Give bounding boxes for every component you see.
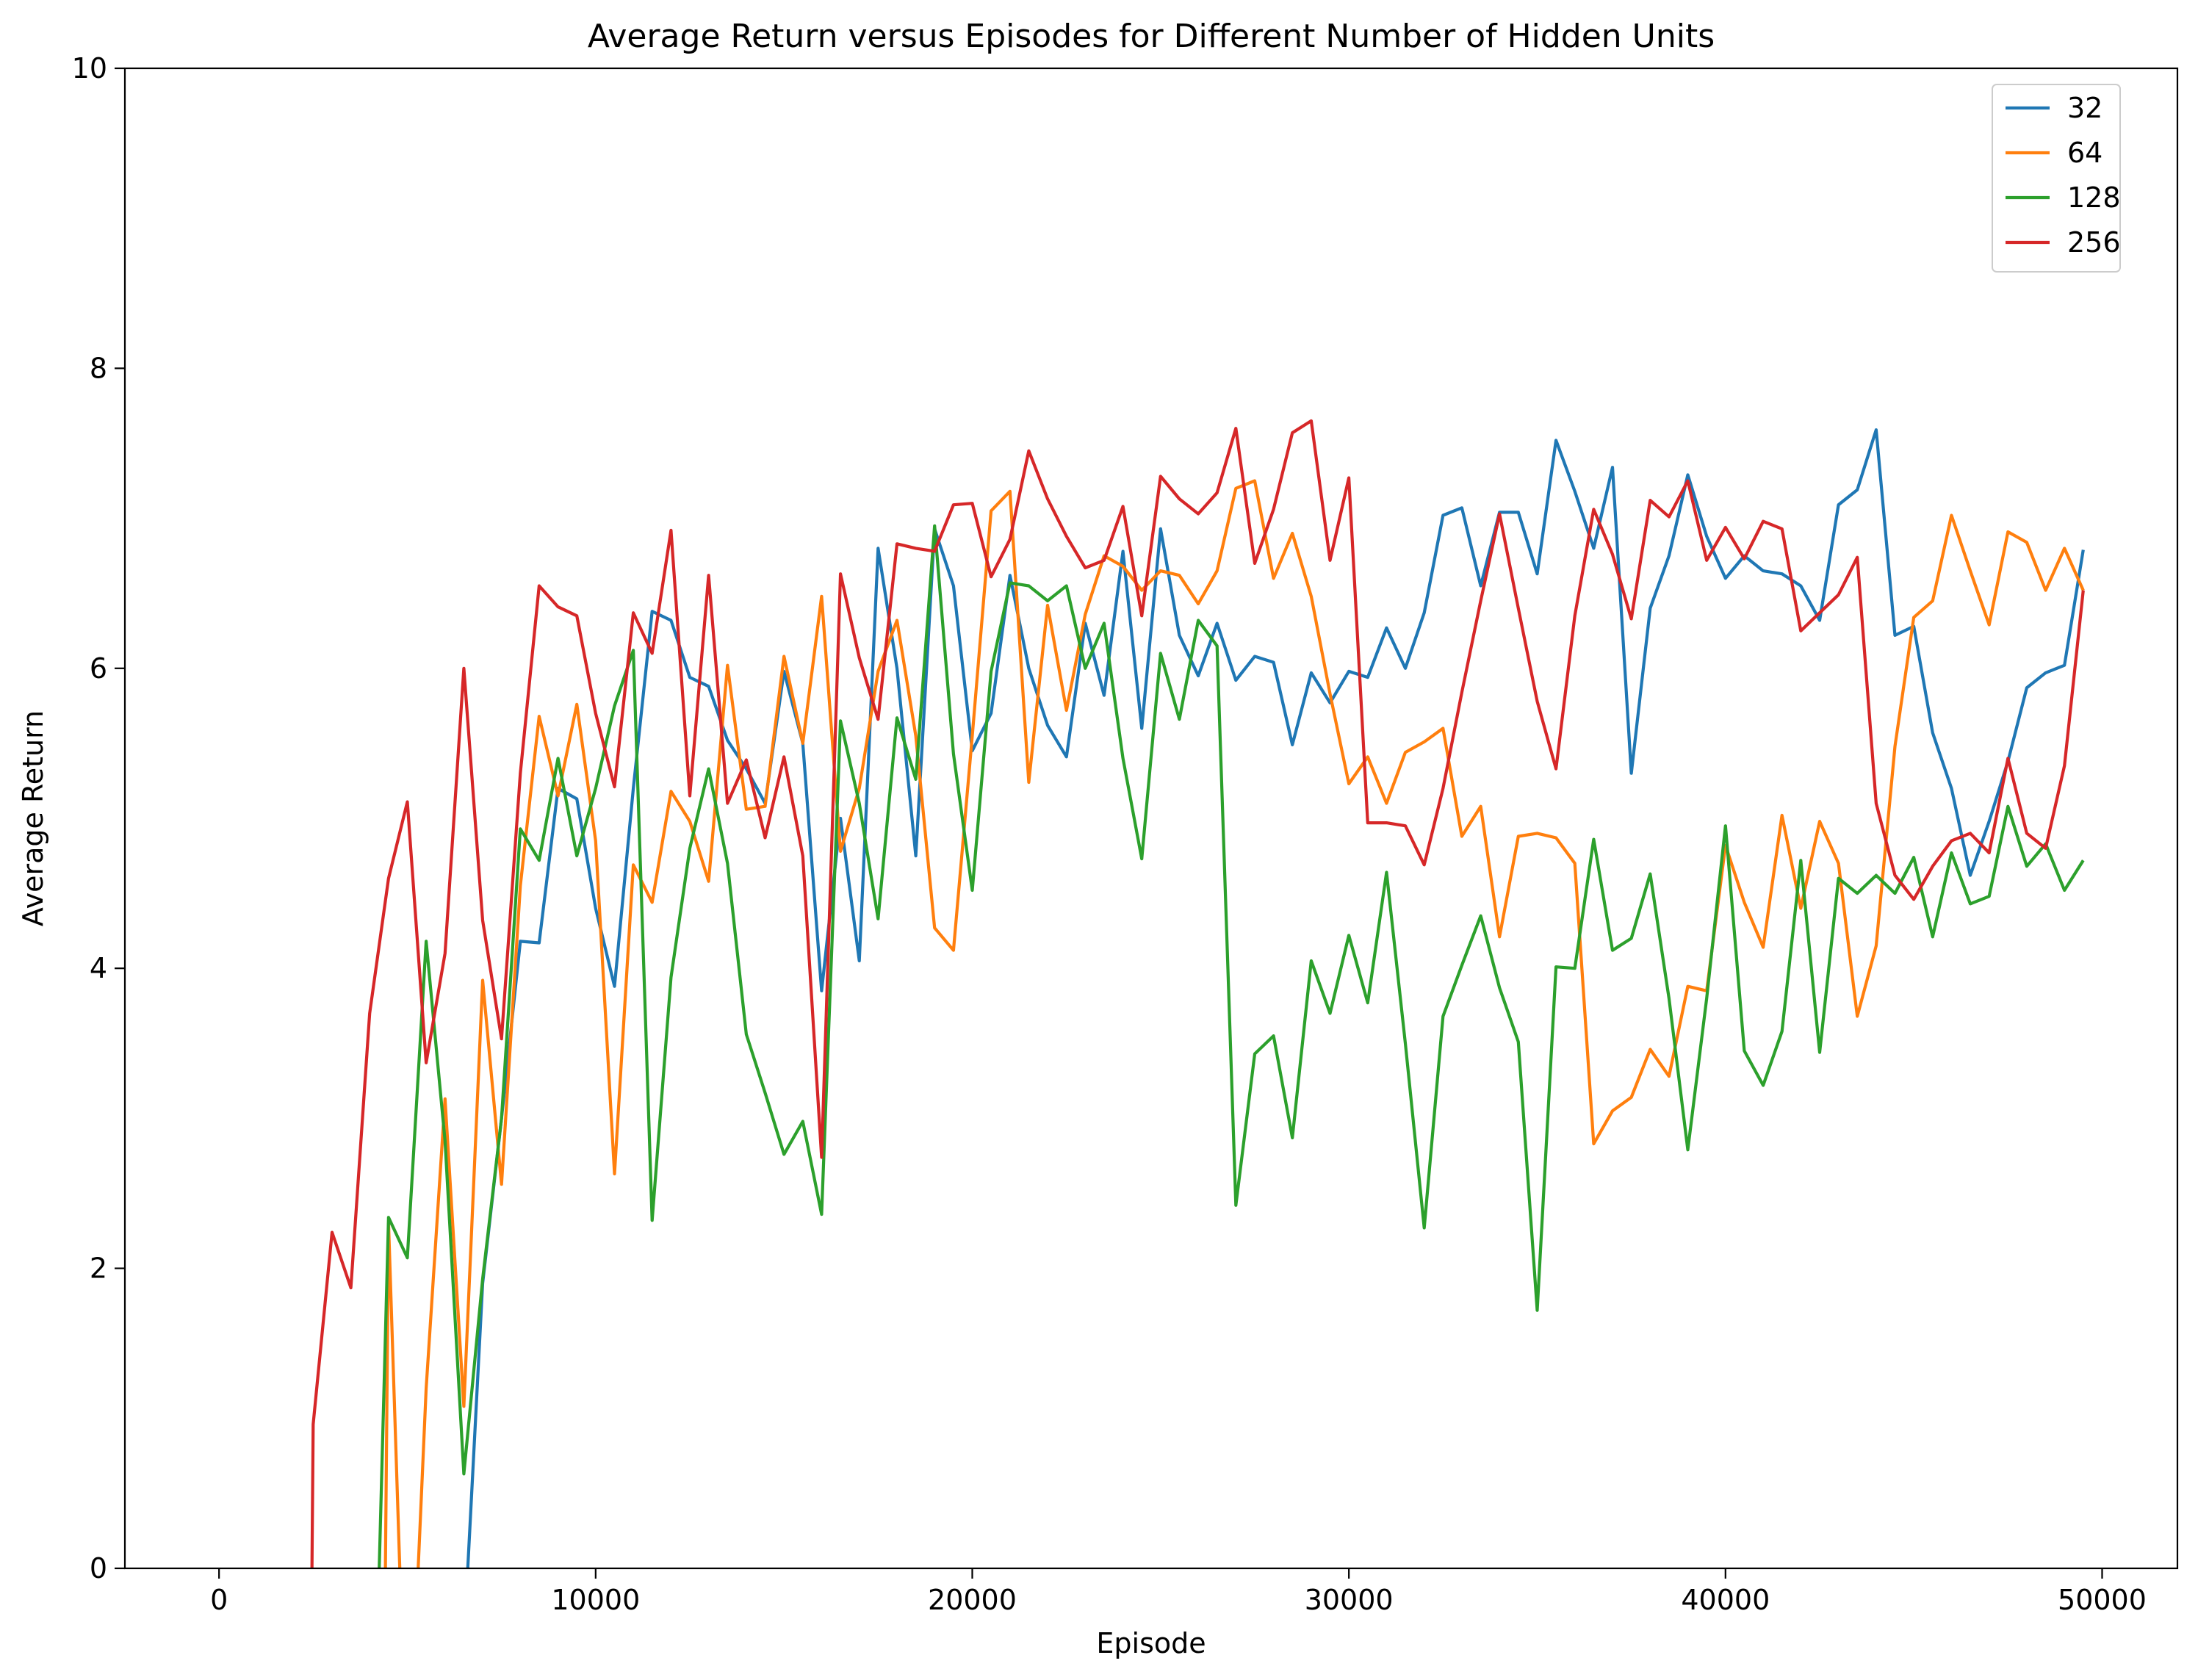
y-axis-title: Average Return bbox=[17, 710, 49, 926]
x-tick-label-20000: 20000 bbox=[928, 1584, 1017, 1616]
y-tick-label-0: 0 bbox=[90, 1552, 107, 1585]
legend-label-32: 32 bbox=[2067, 92, 2102, 124]
x-tick-label-0: 0 bbox=[210, 1584, 228, 1616]
legend: 32 64 128 256 bbox=[1992, 84, 2121, 273]
legend-label-64: 64 bbox=[2067, 137, 2102, 169]
x-tick-label-30000: 30000 bbox=[1305, 1584, 1394, 1616]
plot-frame bbox=[123, 67, 2179, 1570]
chart-title: Average Return versus Episodes for Diffe… bbox=[588, 18, 1715, 55]
series-line-128 bbox=[378, 524, 2085, 1568]
ticks: 0 10000 20000 30000 40000 50000 0 2 4 6 8 10 bbox=[72, 52, 2147, 1616]
y-tick-label-4: 4 bbox=[90, 952, 107, 984]
x-axis-title: Episode bbox=[1096, 1627, 1206, 1659]
x-tick-label-10000: 10000 bbox=[551, 1584, 640, 1616]
series-layer bbox=[310, 419, 2085, 1568]
legend-label-256: 256 bbox=[2067, 226, 2121, 259]
y-tick-label-6: 6 bbox=[90, 652, 107, 685]
series-line-32 bbox=[466, 428, 2085, 1568]
x-tick-label-50000: 50000 bbox=[2058, 1584, 2147, 1616]
legend-label-128: 128 bbox=[2067, 181, 2121, 214]
series-line-256 bbox=[310, 419, 2085, 1568]
y-tick-label-10: 10 bbox=[72, 52, 107, 84]
series-line-64 bbox=[383, 479, 2085, 1568]
axes bbox=[123, 67, 2179, 1570]
x-tick-label-40000: 40000 bbox=[1681, 1584, 1770, 1616]
legend-box bbox=[1992, 84, 2121, 273]
y-tick-label-8: 8 bbox=[90, 352, 107, 384]
y-tick-label-2: 2 bbox=[90, 1252, 107, 1285]
